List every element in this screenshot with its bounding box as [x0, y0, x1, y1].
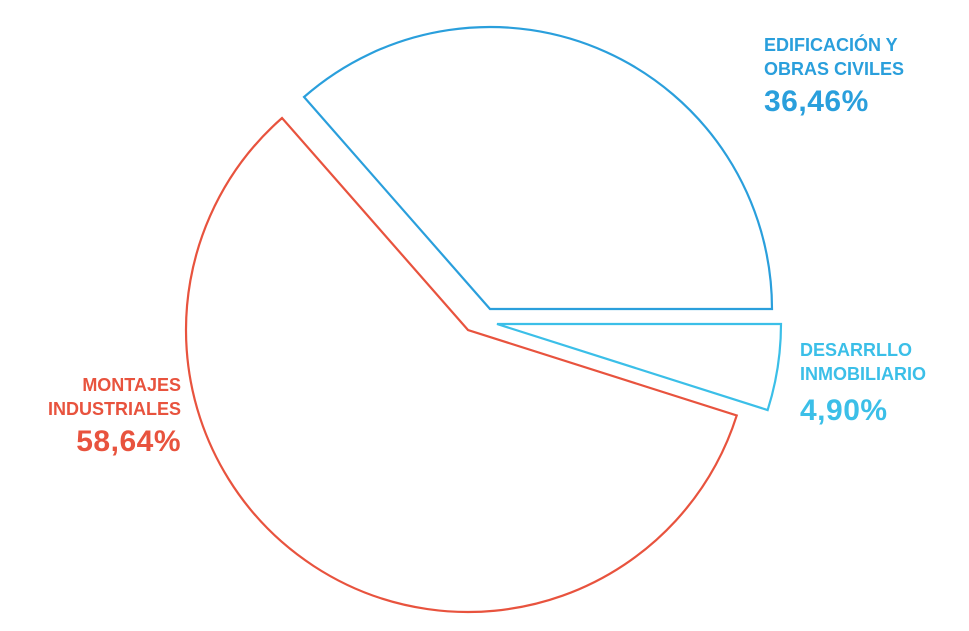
label-edificacion-value: 36,46% — [764, 84, 869, 118]
label-edificacion: EDIFICACIÓN Y OBRAS CIVILES 36,46% — [764, 34, 904, 121]
pie-slice-desarrollo — [496, 322, 783, 412]
label-desarrollo: DESARRLLO INMOBILIARIO 4,90% — [800, 339, 926, 430]
label-montajes-line1: MONTAJES — [82, 375, 181, 395]
label-montajes-line2: INDUSTRIALES — [47, 398, 181, 419]
pie-slice-montajes — [184, 116, 739, 614]
pie-slice-edificacion — [302, 25, 774, 311]
label-montajes: MONTAJES INDUSTRIALES 58,64% — [48, 374, 181, 461]
label-edificacion-line2: OBRAS CIVILES — [764, 58, 905, 79]
label-desarrollo-line1: DESARRLLO — [800, 340, 912, 360]
label-edificacion-line1: EDIFICACIÓN Y — [764, 35, 898, 55]
label-desarrollo-value: 4,90% — [800, 393, 888, 427]
label-montajes-value: 58,64% — [76, 424, 181, 458]
label-desarrollo-line2: INMOBILIARIO — [800, 363, 926, 384]
